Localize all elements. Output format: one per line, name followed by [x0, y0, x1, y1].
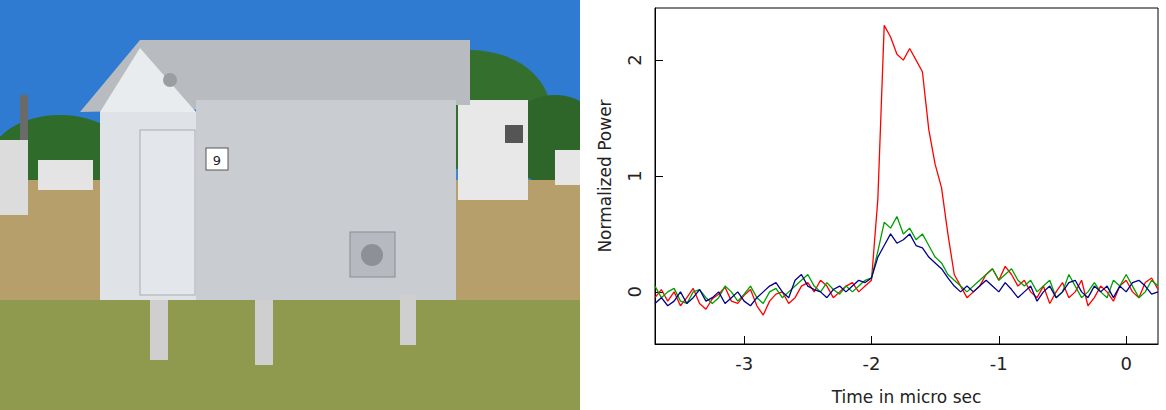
svg-text:0: 0 — [1120, 353, 1131, 374]
svg-text:0: 0 — [624, 286, 645, 297]
svg-text:2: 2 — [624, 54, 645, 65]
svg-text:9: 9 — [213, 153, 221, 168]
svg-text:1: 1 — [624, 170, 645, 181]
svg-text:-3: -3 — [735, 353, 753, 374]
svg-text:Normalized Power: Normalized Power — [595, 99, 615, 252]
svg-text:-2: -2 — [863, 353, 881, 374]
svg-text:Time in micro sec: Time in micro sec — [831, 387, 982, 407]
svg-text:-1: -1 — [990, 353, 1008, 374]
